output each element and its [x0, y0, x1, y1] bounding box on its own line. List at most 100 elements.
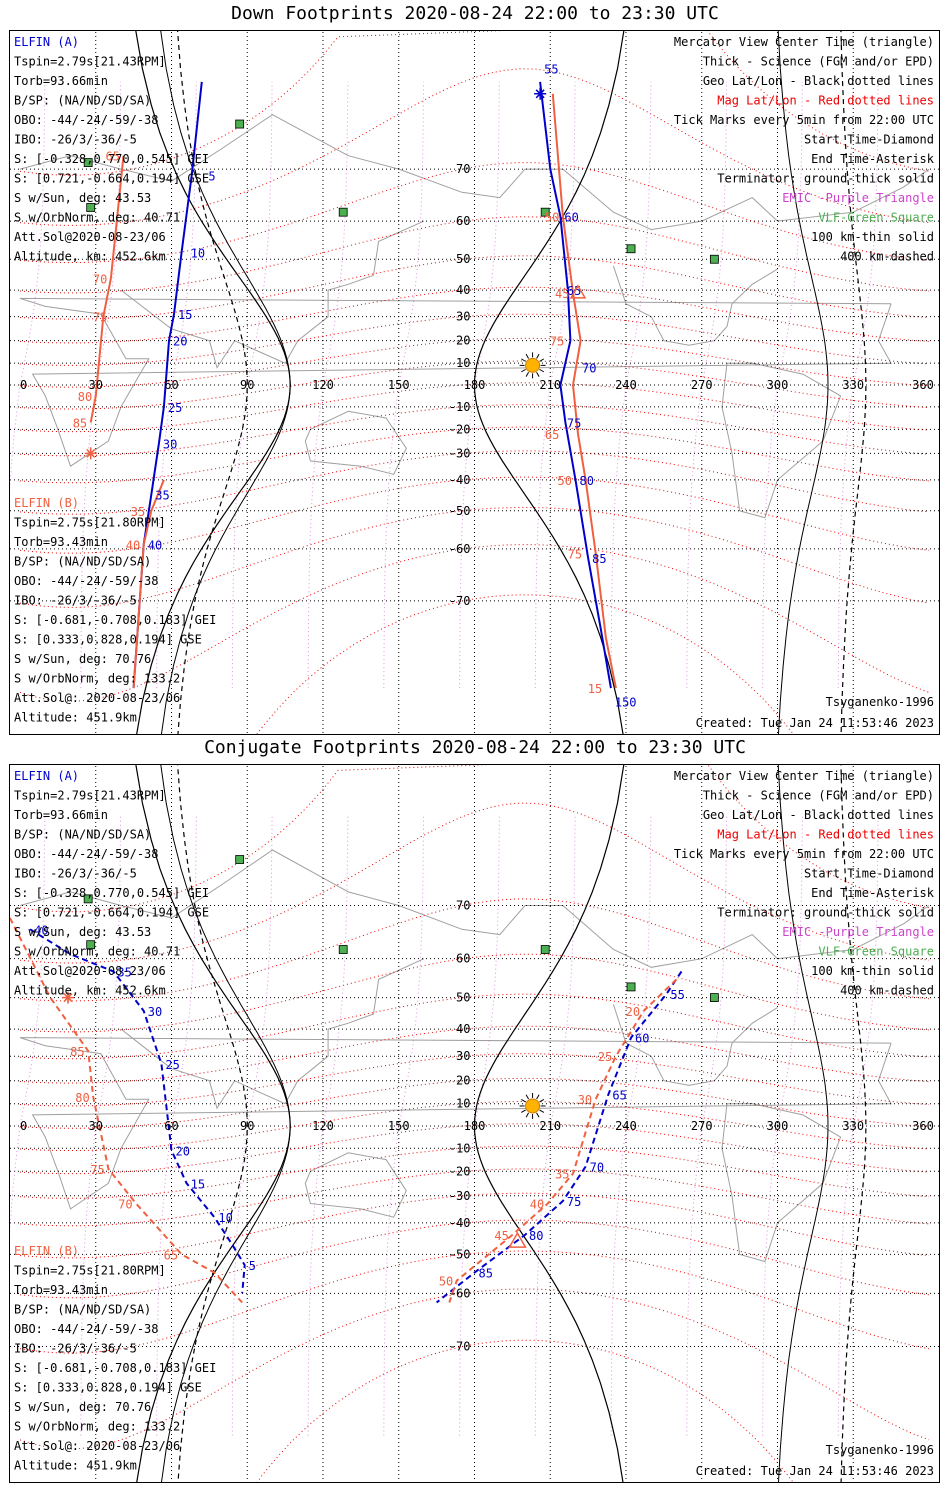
elfin-a-tick-label: 20: [176, 1145, 190, 1159]
elfin-b-info-attsol: Att.Sol@: 2020-08-23/06: [14, 1439, 180, 1453]
terminator-100km: [160, 31, 291, 734]
legend-entry: Thick - Science (FGM and/or EPD): [703, 55, 934, 69]
mag-parallel: [19, 162, 930, 264]
elfin-b-tick-label: 15: [588, 682, 602, 696]
elfin-a-tick-label: 15: [191, 1177, 205, 1191]
legend-entry: End Time-Asterisk: [811, 152, 935, 166]
elfin-b-tick-label: 40: [126, 539, 140, 553]
legend-entry: VLF-Green Square: [818, 945, 934, 959]
elfin-b-info-s-orbnorm: S w/OrbNorm, deg: 133.2: [14, 1420, 180, 1434]
vlf-site-marker: [540, 945, 550, 954]
elfin-a-tick-label: 20: [173, 335, 187, 349]
lat-tick-label: 10: [456, 1097, 470, 1111]
mag-parallel: [256, 594, 793, 734]
mag-meridian: [307, 816, 349, 1436]
elfin-a-info-ibo: IBO: -26/3/-36/-5: [14, 867, 137, 881]
lat-tick-label: -60: [449, 542, 471, 556]
elfin-a-info-name: ELFIN (A): [14, 769, 79, 783]
elfin-b-tick-label: 85: [70, 1045, 84, 1059]
terminator-100km-east: [777, 765, 829, 1482]
vlf-site-marker: [709, 254, 719, 264]
elfin-a-info-obo: OBO: -44/-24/-59/-38: [14, 113, 159, 127]
lon-tick-label: 30: [89, 378, 103, 392]
elfin-b-info-s-gse: S: [0.333,0.828,0.194] GSE: [14, 1381, 202, 1395]
mag-parallel: [19, 426, 930, 484]
lon-tick-label: 150: [388, 378, 410, 392]
coastline: [721, 362, 842, 519]
elfin-b-info-s-gse: S: [0.333,0.828,0.194] GSE: [14, 633, 202, 647]
legend-entry: EMIC -Purple Triangle: [782, 191, 934, 205]
legend-entry: Mag Lat/Lon - Red dotted lines: [717, 828, 934, 842]
lon-tick-label: 120: [312, 378, 334, 392]
elfin-a-tick-label: 5: [208, 169, 215, 183]
map-plot-area: 4035302520151055560657075808558580757065…: [10, 765, 939, 1482]
elfin-a-info-bsp: B/SP: (NA/ND/SD/SA): [14, 94, 151, 108]
elfin-b-tick-label: 80: [75, 1091, 89, 1105]
terminator-400km: [177, 765, 248, 1482]
legend-entry: Mercator View Center Time (triangle): [674, 769, 934, 783]
lon-tick-label: 360: [912, 378, 934, 392]
coastline: [19, 297, 892, 467]
elfin-b-info-tspin: Tspin=2.75s[21.80RPM]: [14, 516, 166, 530]
lat-tick-label: 20: [456, 1074, 470, 1088]
legend-entry: Tick Marks every 5min from 22:00 UTC: [674, 847, 934, 861]
vlf-site-marker: [338, 945, 348, 954]
elfin-b-info-obo: OBO: -44/-24/-59/-38: [14, 1322, 159, 1336]
center-time-triangle: [508, 1231, 527, 1248]
elfin-a-info-bsp: B/SP: (NA/ND/SD/SA): [14, 828, 151, 842]
elfin-b-tick-label: 35: [131, 505, 145, 519]
vlf-site-marker: [235, 855, 245, 864]
elfin-a-tick-label: 10: [191, 246, 205, 260]
elfin-a-tick-label: 70: [590, 1161, 604, 1175]
coastline: [19, 1037, 892, 1210]
mag-parallel: [19, 898, 930, 1002]
elfin-a-tick-label: 25: [168, 401, 182, 415]
lon-tick-label: 180: [464, 378, 486, 392]
elfin-a-info-attsol: Att.Sol@2020-08-23/06: [14, 230, 166, 244]
panel-2-title: Conjugate Footprints 2020-08-24 22:00 to…: [204, 737, 746, 758]
elfin-a-info-s-gse: S: [0.721,-0.664,0.194] GSE: [14, 906, 209, 920]
lat-tick-label: -40: [449, 473, 471, 487]
elfin-b-info-torb: Torb=93.43min: [14, 535, 108, 549]
elfin-b-end-asterisk: [84, 447, 97, 460]
elfin-b-info-attsol: Att.Sol@: 2020-08-23/06: [14, 691, 180, 705]
vlf-site-marker: [709, 993, 719, 1002]
elfin-a-tick-label: 70: [582, 362, 596, 376]
lon-tick-label: 0: [20, 378, 27, 392]
legend-entry: 100 km-thin solid: [811, 230, 934, 244]
elfin-a-info-tspin: Tspin=2.79s[21.43RPM]: [14, 55, 166, 69]
vlf-site-marker: [86, 940, 96, 950]
created-timestamp: Created: Tue Jan 24 11:53:46 2023: [696, 1464, 934, 1478]
elfin-a-tick-label: 65: [612, 1089, 626, 1103]
elfin-b-tick-label: 65: [164, 1248, 178, 1262]
elfin-a-tick-label: 60: [564, 211, 578, 225]
lat-tick-label: 30: [456, 1049, 470, 1063]
elfin-a-tick-label: 55: [670, 988, 684, 1002]
mag-meridian: [534, 816, 576, 1436]
lon-tick-label: 120: [312, 1119, 334, 1133]
vlf-site-marker: [338, 207, 348, 217]
elfin-a-tick-label: 150: [615, 695, 637, 709]
map-plot-area: 5101520253035405560657075808515065707580…: [10, 31, 939, 734]
lat-tick-label: 60: [456, 214, 470, 228]
lon-tick-label: 150: [388, 1119, 410, 1133]
elfin-a-info-s-orbnorm: S w/OrbNorm, deg: 40.71: [14, 211, 180, 225]
lat-tick-label: 40: [456, 283, 470, 297]
elfin-b-tick-label: 20: [626, 1005, 640, 1019]
elfin-a-end-asterisk: [534, 87, 547, 100]
center-time-triangle: [569, 284, 587, 299]
elfin-b-info-s-gei: S: [-0.681,-0.708,0.183] GEI: [14, 1361, 216, 1375]
elfin-b-info-bsp: B/SP: (NA/ND/SD/SA): [14, 555, 151, 569]
mag-parallel: [19, 802, 930, 964]
coastline: [120, 220, 425, 369]
elfin-a-tick-label: 75: [567, 1195, 581, 1209]
lat-tick-label: 60: [456, 952, 470, 966]
legend-entry: Terminator: ground-thick solid: [717, 906, 934, 920]
mag-parallel: [19, 1025, 930, 1084]
lat-tick-label: -10: [449, 400, 471, 414]
elfin-b-info-s-gei: S: [-0.681,-0.708,0.183] GEI: [14, 613, 216, 627]
terminator-ground-east: [473, 765, 625, 1482]
lat-tick-label: -10: [449, 1141, 471, 1155]
lat-tick-label: -60: [449, 1286, 471, 1300]
elfin-b-info-obo: OBO: -44/-24/-59/-38: [14, 574, 159, 588]
